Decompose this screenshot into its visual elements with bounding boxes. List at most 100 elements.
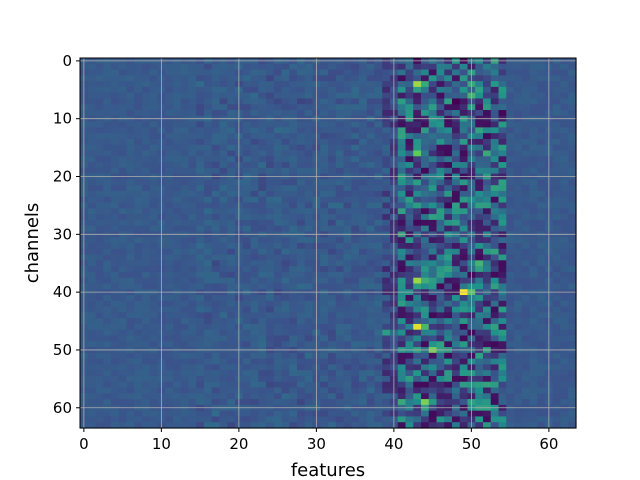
- heatmap-cell: [560, 202, 569, 209]
- heatmap-cell: [173, 237, 182, 244]
- heatmap-cell: [227, 63, 236, 71]
- heatmap-cell: [227, 358, 236, 366]
- heatmap-cell: [297, 358, 306, 366]
- heatmap-cell: [452, 381, 461, 389]
- heatmap-cell: [529, 185, 538, 192]
- heatmap-cell: [126, 92, 135, 100]
- heatmap-cell: [529, 306, 538, 313]
- heatmap-cell: [498, 167, 507, 175]
- heatmap-cell: [521, 248, 531, 256]
- heatmap-cell: [421, 156, 430, 163]
- heatmap-cell: [304, 306, 314, 313]
- heatmap-cell: [382, 75, 391, 82]
- heatmap-cell: [266, 399, 275, 406]
- heatmap-cell: [297, 98, 306, 105]
- heatmap-cell: [405, 323, 414, 331]
- heatmap-cell: [289, 323, 298, 331]
- heatmap-cell: [552, 179, 562, 186]
- heatmap-cell: [273, 381, 283, 389]
- heatmap-cell: [165, 214, 174, 221]
- heatmap-cell: [421, 104, 430, 111]
- heatmap-cell: [490, 370, 500, 377]
- heatmap-cell: [188, 260, 197, 267]
- heatmap-cell: [165, 243, 174, 250]
- heatmap-cell: [335, 248, 345, 256]
- heatmap-cell: [273, 219, 283, 227]
- heatmap-cell: [459, 69, 469, 76]
- heatmap-cell: [366, 260, 376, 267]
- heatmap-cell: [328, 399, 337, 406]
- heatmap-cell: [242, 422, 252, 429]
- heatmap-cell: [273, 86, 283, 94]
- heatmap-cell: [211, 81, 221, 88]
- heatmap-cell: [219, 399, 228, 406]
- heatmap-cell: [359, 144, 368, 152]
- heatmap-cell: [405, 138, 414, 146]
- heatmap-cell: [514, 179, 523, 186]
- heatmap-cell: [111, 260, 120, 267]
- heatmap-cell: [320, 416, 329, 423]
- heatmap-cell: [250, 202, 259, 209]
- heatmap-cell: [444, 225, 453, 233]
- heatmap-cell: [196, 196, 205, 204]
- heatmap-cell: [405, 219, 414, 227]
- heatmap-cell: [498, 92, 507, 100]
- heatmap-cell: [514, 133, 523, 140]
- heatmap-cell: [428, 81, 438, 88]
- heatmap-cell: [366, 312, 376, 319]
- heatmap-cell: [475, 138, 484, 146]
- heatmap-cell: [328, 254, 337, 261]
- heatmap-cell: [328, 370, 337, 377]
- heatmap-cell: [204, 393, 213, 400]
- heatmap-cell: [483, 81, 492, 88]
- heatmap-cell: [273, 358, 283, 366]
- heatmap-cell: [568, 110, 577, 117]
- y-tick-label: 20: [53, 168, 72, 186]
- heatmap-cell: [444, 341, 453, 348]
- heatmap-cell: [142, 410, 151, 418]
- heatmap-cell: [421, 138, 430, 146]
- heatmap-cell: [134, 208, 143, 215]
- heatmap-cell: [351, 295, 360, 302]
- heatmap-cell: [227, 312, 236, 319]
- heatmap-cell: [149, 295, 159, 302]
- heatmap-cell: [560, 318, 569, 325]
- heatmap-cell: [498, 283, 507, 290]
- heatmap-cell: [537, 312, 546, 319]
- heatmap-cell: [87, 387, 97, 394]
- heatmap-cell: [289, 92, 298, 100]
- heatmap-cell: [242, 104, 252, 111]
- heatmap-cell: [382, 138, 391, 146]
- heatmap-cell: [258, 75, 267, 82]
- heatmap-cell: [506, 422, 515, 429]
- heatmap-cell: [521, 416, 531, 423]
- heatmap-cell: [142, 370, 151, 377]
- heatmap-cell: [142, 260, 151, 267]
- heatmap-cell: [359, 167, 368, 175]
- heatmap-cell: [568, 416, 577, 423]
- heatmap-cell: [529, 190, 538, 198]
- heatmap-cell: [397, 190, 407, 198]
- heatmap-cell: [165, 416, 174, 423]
- heatmap-cell: [118, 399, 128, 406]
- heatmap-cell: [366, 144, 376, 152]
- heatmap-cell: [196, 271, 205, 279]
- heatmap-cell: [498, 185, 507, 192]
- heatmap-cell: [95, 318, 104, 325]
- heatmap-cell: [413, 190, 422, 198]
- heatmap-cell: [506, 208, 515, 215]
- heatmap-cell: [351, 352, 360, 360]
- heatmap-cell: [320, 185, 329, 192]
- heatmap-cell: [304, 86, 314, 94]
- heatmap-cell: [149, 323, 159, 331]
- heatmap-cell: [87, 162, 97, 169]
- heatmap-cell: [118, 237, 128, 244]
- heatmap-cell: [281, 266, 290, 273]
- heatmap-cell: [374, 375, 383, 383]
- heatmap-cell: [196, 248, 205, 256]
- heatmap-cell: [118, 167, 128, 175]
- heatmap-cell: [521, 243, 531, 250]
- heatmap-cell: [351, 214, 360, 221]
- heatmap-cell: [180, 98, 190, 105]
- heatmap-cell: [126, 410, 135, 418]
